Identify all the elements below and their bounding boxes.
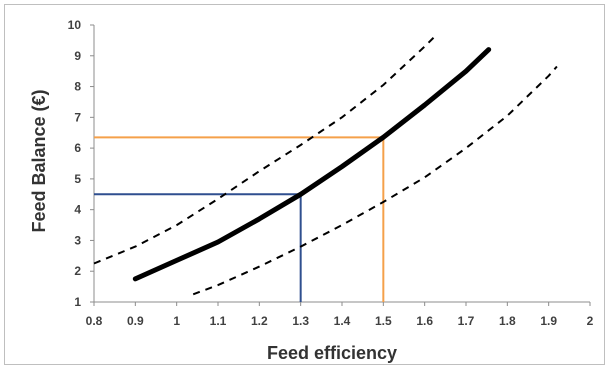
x-axis-title: Feed efficiency bbox=[267, 343, 397, 363]
x-tick-label: 1 bbox=[173, 314, 180, 328]
x-tick-label: 0.8 bbox=[86, 314, 103, 328]
main-trend-line bbox=[132, 47, 492, 282]
confidence-bound-line bbox=[192, 65, 558, 296]
x-tick-label: 0.9 bbox=[127, 314, 144, 328]
x-tick-label: 1.4 bbox=[334, 314, 351, 328]
x-tick-label: 1.1 bbox=[210, 314, 227, 328]
chart-frame bbox=[4, 4, 605, 365]
y-tick-label: 9 bbox=[74, 49, 81, 63]
y-tick-label: 10 bbox=[68, 18, 82, 32]
x-tick-labels: 0.8 0.9 1 1.1 1.2 1.3 1.4 1.5 1.6 1.7 1.8 1.9 2 bbox=[86, 302, 594, 328]
y-axis-title: Feed Balance (€) bbox=[29, 89, 49, 232]
confidence-bound-line bbox=[93, 33, 438, 265]
axes bbox=[93, 25, 590, 303]
y-tick-label: 2 bbox=[74, 264, 81, 278]
x-tick-label: 1.2 bbox=[251, 314, 268, 328]
y-tick-labels: 1 2 3 4 5 6 7 8 9 10 bbox=[68, 18, 94, 309]
x-tick-label: 1.8 bbox=[499, 314, 516, 328]
x-tick-label: 1.7 bbox=[458, 314, 475, 328]
x-tick-label: 1.9 bbox=[540, 314, 557, 328]
y-tick-label: 7 bbox=[74, 110, 81, 124]
reference-lines bbox=[94, 136, 385, 302]
y-tick-label: 4 bbox=[74, 203, 81, 217]
x-tick-label: 1.6 bbox=[416, 314, 433, 328]
y-tick-label: 6 bbox=[74, 141, 81, 155]
x-tick-label: 2 bbox=[587, 314, 594, 328]
y-tick-label: 1 bbox=[74, 295, 81, 309]
x-tick-label: 1.3 bbox=[292, 314, 309, 328]
series-lines bbox=[93, 33, 558, 296]
y-tick-label: 5 bbox=[74, 172, 81, 186]
y-tick-label: 3 bbox=[74, 233, 81, 247]
x-tick-label: 1.5 bbox=[375, 314, 392, 328]
y-tick-label: 8 bbox=[74, 80, 81, 94]
